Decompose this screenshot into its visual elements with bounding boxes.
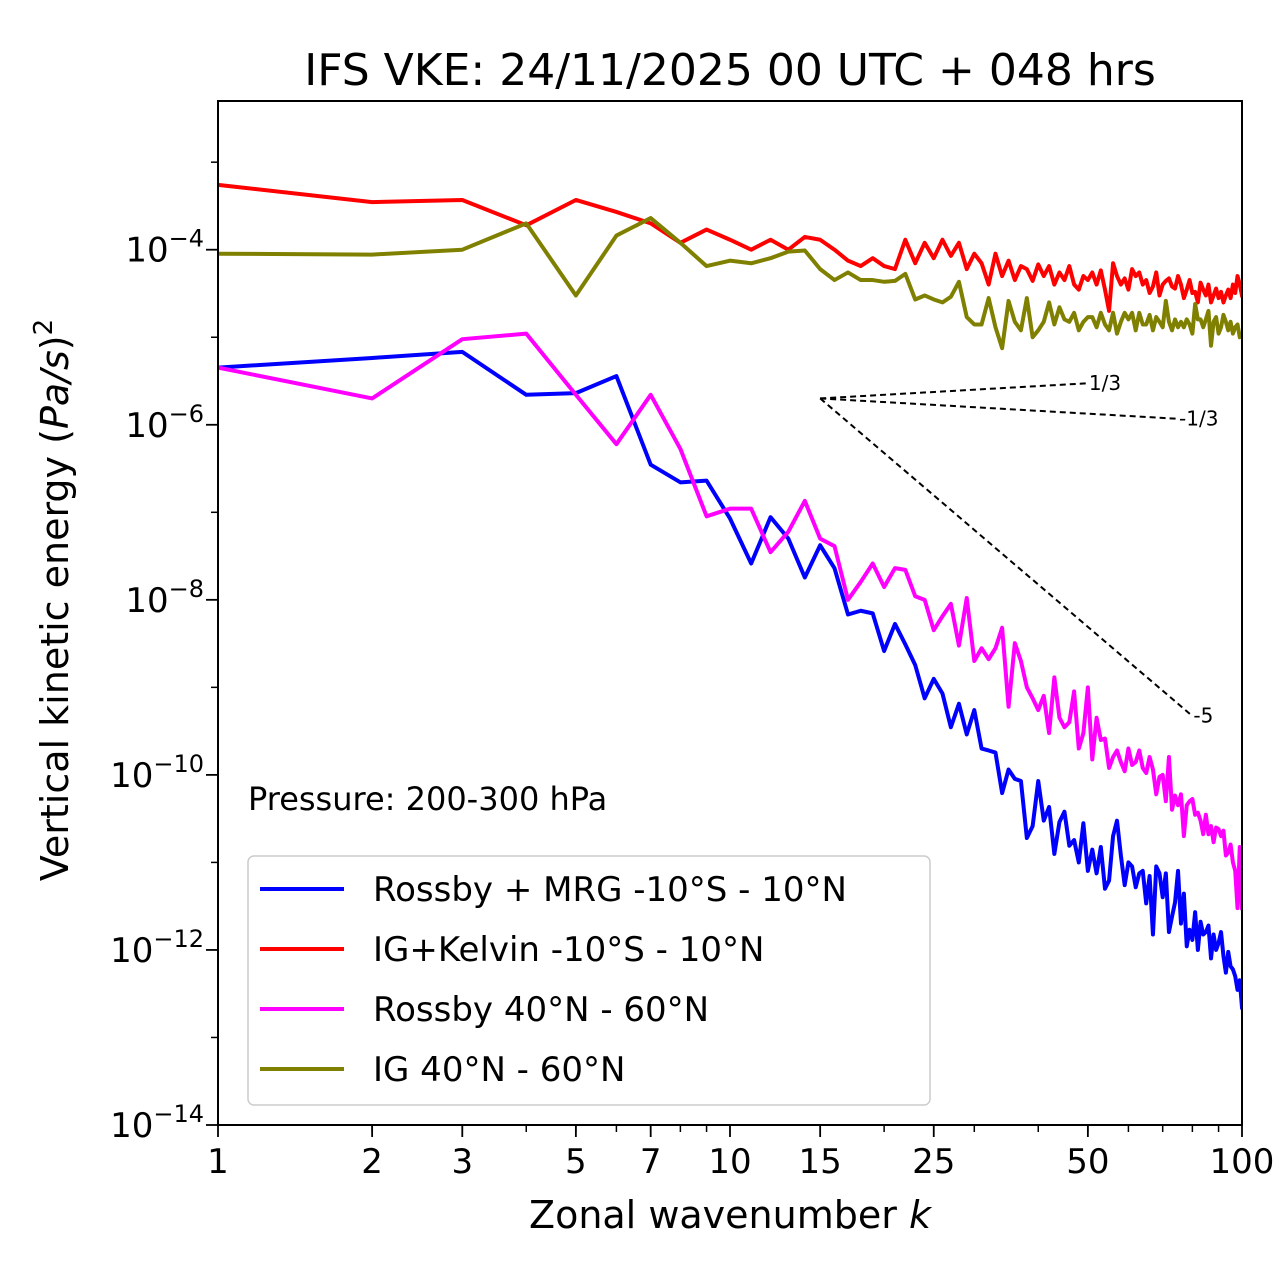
x-tick-label: 1 — [207, 1142, 229, 1182]
pressure-annotation: Pressure: 200-300 hPa — [248, 780, 607, 818]
slope-line-1 — [820, 382, 1088, 400]
legend: Rossby + MRG -10°S - 10°N IG+Kelvin -10°S… — [247, 855, 931, 1106]
legend-label-3: Rossby 40°N - 60°N — [373, 990, 709, 1030]
slope-label-3: -5 — [1193, 704, 1213, 728]
y-tick-label: 10−14 — [110, 1100, 204, 1146]
slope-line-3 — [819, 397, 1194, 717]
legend-box — [247, 855, 931, 1106]
series-line-2 — [218, 182, 1242, 313]
y-axis-label: Vertical kinetic energy (Pa/s)2 — [29, 319, 77, 881]
x-axis: 1 2 3 5 7 10 15 25 50 100 — [207, 1125, 1274, 1182]
series-line-3 — [218, 331, 1242, 911]
y-tick-label: 10−10 — [110, 750, 204, 796]
x-tick-label: 50 — [1066, 1142, 1109, 1182]
slope-label-2: -1/3 — [1179, 406, 1218, 430]
x-tick-label: 2 — [361, 1142, 383, 1182]
y-tick-label: 10−6 — [125, 400, 204, 446]
x-tick-label: 3 — [451, 1142, 473, 1182]
y-tick-label: 10−4 — [125, 225, 204, 271]
series-line-1 — [218, 349, 1242, 1010]
x-tick-label: 100 — [1210, 1142, 1275, 1182]
x-tick-label: 10 — [708, 1142, 751, 1182]
x-tick-label: 5 — [565, 1142, 587, 1182]
legend-label-4: IG 40°N - 60°N — [373, 1050, 625, 1090]
plot-area: 1/3 -1/3 -5 — [218, 182, 1242, 1010]
y-tick-label: 10−8 — [125, 575, 204, 621]
chart-title: IFS VKE: 24/11/2025 00 UTC + 048 hrs — [304, 45, 1156, 96]
y-axis: 10−14 10−12 10−10 10−8 10−6 10−4 — [110, 161, 218, 1146]
series-group — [218, 182, 1242, 1010]
legend-label-1: Rossby + MRG -10°S - 10°N — [373, 870, 847, 910]
x-tick-label: 7 — [640, 1142, 662, 1182]
series-line-4 — [218, 216, 1242, 351]
x-tick-label: 25 — [912, 1142, 955, 1182]
y-tick-label: 10−12 — [110, 925, 204, 971]
slope-line-2 — [820, 397, 1179, 420]
legend-label-2: IG+Kelvin -10°S - 10°N — [373, 930, 764, 970]
x-axis-label: Zonal wavenumber k — [529, 1193, 933, 1237]
x-tick-label: 15 — [799, 1142, 842, 1182]
slope-label-1: 1/3 — [1089, 371, 1121, 395]
